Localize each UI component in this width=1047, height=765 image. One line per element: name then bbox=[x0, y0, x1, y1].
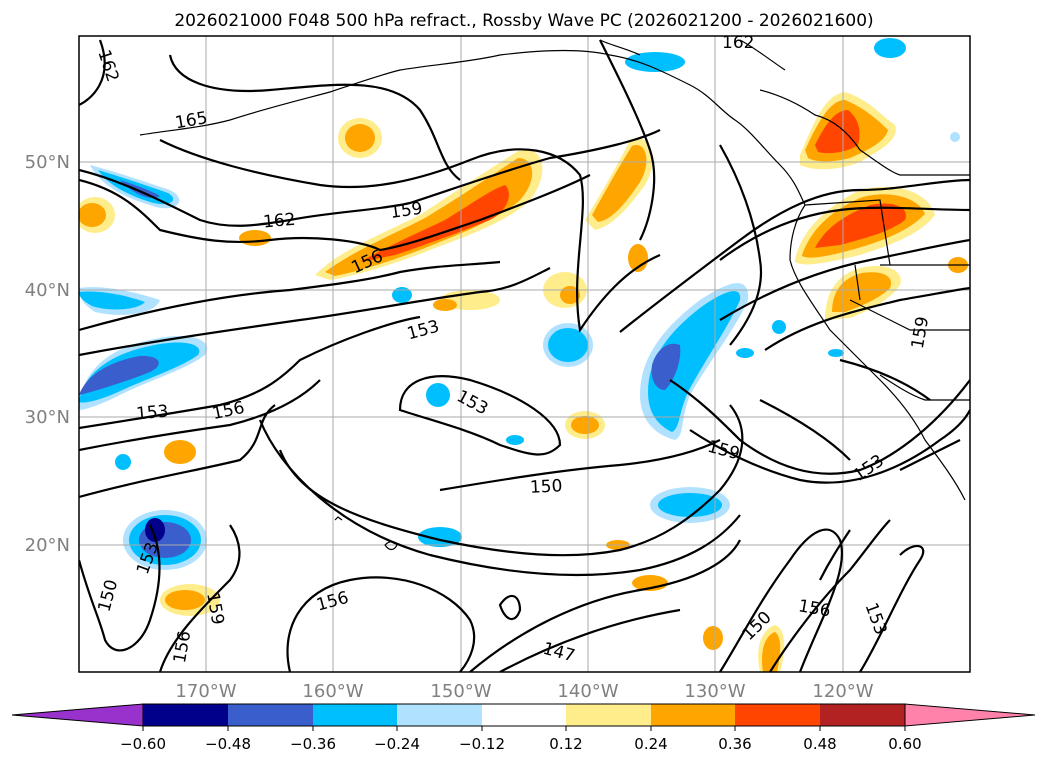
contour-label: 153 bbox=[135, 402, 169, 425]
colorbar-segment bbox=[566, 704, 651, 726]
positive-anomaly-area bbox=[433, 299, 457, 311]
colorbar-tick-label: 0.48 bbox=[803, 735, 836, 753]
negative-anomaly-area bbox=[651, 343, 681, 390]
lon-label: 130°W bbox=[684, 681, 745, 702]
colorbar: −0.60 −0.48 −0.36 −0.24 −0.12 0.12 0.24 … bbox=[11, 703, 1036, 753]
negative-anomaly-area bbox=[648, 291, 741, 432]
negative-anomaly-area bbox=[79, 355, 159, 395]
lat-label: 20°N bbox=[25, 535, 70, 556]
colorbar-segment bbox=[228, 704, 313, 726]
lon-label: 160°W bbox=[302, 681, 363, 702]
colorbar-segment bbox=[482, 704, 566, 726]
colorbar-segment bbox=[313, 704, 397, 726]
negative-anomaly-area bbox=[120, 180, 160, 198]
coastlines bbox=[139, 39, 970, 551]
height-contours bbox=[79, 39, 970, 672]
negative-anomaly-area bbox=[426, 383, 450, 407]
map-title: 2026021000 F048 500 hPa refract., Rossby… bbox=[174, 11, 873, 31]
negative-anomaly-area bbox=[392, 287, 412, 303]
lon-label: 120°W bbox=[812, 681, 873, 702]
positive-anomaly-area bbox=[164, 440, 196, 464]
positive-anomaly-area bbox=[325, 158, 533, 276]
colorbar-tick-labels: −0.60 −0.48 −0.36 −0.24 −0.12 0.12 0.24 … bbox=[120, 735, 922, 753]
negative-anomaly-area bbox=[828, 349, 844, 357]
colorbar-extend-high bbox=[904, 703, 1036, 727]
colorbar-segment bbox=[397, 704, 482, 726]
negative-anomaly-area bbox=[736, 348, 754, 358]
colorbar-tick-label: −0.12 bbox=[459, 735, 505, 753]
graticule bbox=[79, 36, 970, 672]
negative-anomaly-area bbox=[625, 52, 685, 72]
colorbar-tick-label: 0.24 bbox=[634, 735, 667, 753]
latitude-labels: 50°N 40°N 30°N 20°N bbox=[25, 152, 70, 556]
positive-anomaly-area bbox=[165, 590, 205, 610]
lon-label: 170°W bbox=[175, 681, 236, 702]
refractivity-anomaly-shading bbox=[79, 38, 968, 672]
positive-anomaly-area bbox=[815, 203, 906, 248]
colorbar-segment bbox=[651, 704, 735, 726]
positive-anomaly-area bbox=[703, 626, 723, 650]
positive-anomaly-area bbox=[832, 272, 892, 312]
contour-label: 159 bbox=[389, 199, 424, 223]
positive-anomaly-area bbox=[815, 110, 860, 154]
colorbar-tick-label: 0.36 bbox=[718, 735, 751, 753]
negative-anomaly-area bbox=[950, 132, 960, 142]
contour-label: 150 bbox=[529, 476, 562, 498]
longitude-labels: 170°W 160°W 150°W 140°W 130°W 120°W bbox=[175, 681, 873, 702]
negative-anomaly-area bbox=[548, 328, 588, 362]
positive-anomaly-area bbox=[79, 203, 106, 227]
lat-label: 30°N bbox=[25, 407, 70, 428]
negative-anomaly-area bbox=[79, 291, 145, 310]
colorbar-segment bbox=[820, 704, 905, 726]
negative-anomaly-area bbox=[115, 454, 131, 470]
colorbar-tick-label: 0.12 bbox=[549, 735, 582, 753]
colorbar-extend-low bbox=[11, 703, 144, 727]
negative-anomaly-area bbox=[506, 435, 524, 445]
colorbar-tick-label: −0.36 bbox=[290, 735, 336, 753]
positive-anomaly-area bbox=[345, 124, 375, 152]
colorbar-segment bbox=[735, 704, 820, 726]
negative-anomaly-area bbox=[145, 518, 165, 542]
contour-label: 162 bbox=[722, 33, 754, 53]
colorbar-segment bbox=[143, 704, 228, 726]
colorbar-ticks bbox=[142, 726, 906, 731]
negative-anomaly-area bbox=[658, 493, 722, 517]
contour-label: 162 bbox=[262, 210, 296, 233]
positive-anomaly-area bbox=[239, 230, 271, 246]
negative-anomaly-area bbox=[874, 38, 906, 58]
lat-label: 40°N bbox=[25, 280, 70, 301]
colorbar-tick-label: −0.24 bbox=[374, 735, 420, 753]
negative-anomaly-area bbox=[772, 320, 786, 334]
positive-anomaly-area bbox=[571, 416, 599, 434]
lon-label: 140°W bbox=[557, 681, 618, 702]
map-frame bbox=[78, 35, 971, 673]
lat-label: 50°N bbox=[25, 152, 70, 173]
positive-anomaly-area bbox=[360, 185, 509, 262]
colorbar-tick-label: −0.48 bbox=[205, 735, 251, 753]
colorbar-tick-label: 0.60 bbox=[888, 735, 921, 753]
colorbar-outline bbox=[142, 703, 906, 727]
colorbar-tick-label: −0.60 bbox=[120, 735, 166, 753]
lon-label: 150°W bbox=[430, 681, 491, 702]
positive-anomaly-area bbox=[592, 144, 647, 222]
